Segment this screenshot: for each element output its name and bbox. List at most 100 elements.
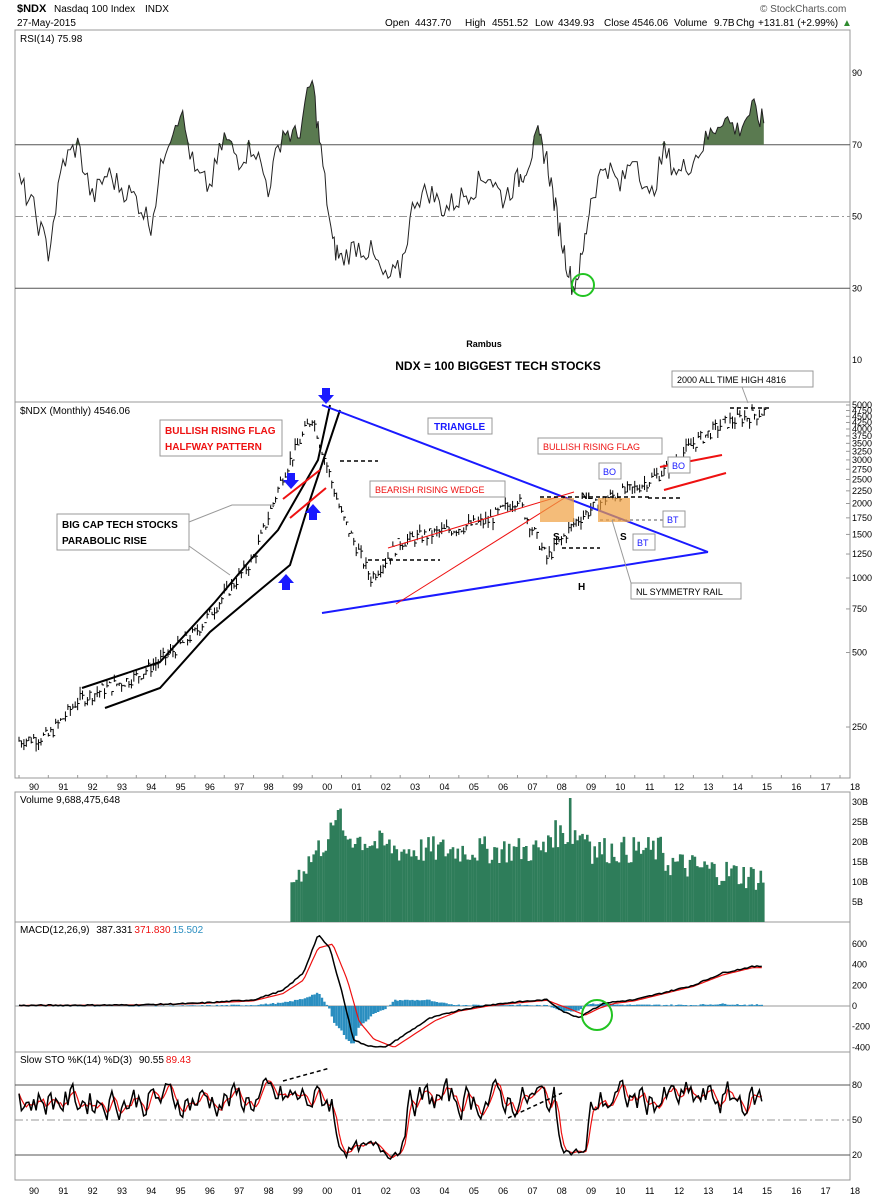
macd-tick-label: -200 bbox=[852, 1022, 870, 1032]
macd-histogram-bar bbox=[384, 1006, 387, 1010]
volume-bar bbox=[393, 845, 396, 922]
macd-histogram-bar bbox=[279, 1002, 282, 1006]
bo-label-1: BO bbox=[603, 467, 616, 477]
macd-histogram-bar bbox=[254, 1005, 258, 1006]
macd-histogram-bar bbox=[425, 999, 429, 1006]
volume-bar bbox=[713, 863, 716, 922]
shoulder-s-left: S bbox=[553, 532, 560, 543]
macd-panel-frame bbox=[14, 921, 851, 1053]
price-x-tick-label: 94 bbox=[146, 782, 156, 792]
macd-histogram-bar bbox=[399, 1000, 402, 1006]
macd-histogram-bar bbox=[440, 1002, 443, 1006]
macd-histogram-bar bbox=[369, 1006, 373, 1017]
macd-histogram-bar bbox=[418, 1000, 421, 1006]
volume-bar bbox=[429, 851, 433, 922]
macd-histogram-bar bbox=[565, 1006, 568, 1011]
macd-histogram-bar bbox=[662, 1005, 666, 1006]
macd-histogram-bar bbox=[438, 1002, 441, 1006]
volume-bar bbox=[451, 847, 455, 922]
change-value: +131.81 (+2.99%) bbox=[758, 18, 838, 29]
macd-histogram-bar bbox=[181, 1005, 184, 1006]
macd-histogram-bar bbox=[252, 1005, 255, 1006]
volume-bar bbox=[608, 863, 611, 922]
macd-histogram-bar bbox=[340, 1006, 343, 1031]
macd-histogram-bar bbox=[596, 1004, 600, 1006]
volume-bar bbox=[441, 839, 445, 922]
chart-title: NDX = 100 BIGGEST TECH STOCKS bbox=[395, 359, 601, 373]
rsi-oversold-circle bbox=[571, 273, 595, 297]
sto-x-tick-label: 96 bbox=[205, 1186, 215, 1196]
macd-histogram-bar bbox=[516, 1004, 519, 1006]
macd-histogram-bar bbox=[359, 1006, 363, 1026]
macd-histogram-bar bbox=[736, 1004, 739, 1006]
volume-legend: Volume 9,688,475,648 bbox=[20, 795, 121, 806]
macd-histogram-bar bbox=[733, 1004, 737, 1006]
sto-x-tick-label: 92 bbox=[88, 1186, 98, 1196]
sto-x-tick-label: 98 bbox=[264, 1186, 274, 1196]
volume-bar bbox=[571, 843, 574, 922]
nl-rail-label: NL SYMMETRY RAIL bbox=[636, 587, 723, 597]
macd-histogram-bar bbox=[247, 1005, 250, 1006]
volume-bar bbox=[703, 861, 706, 922]
volume-bar bbox=[581, 833, 584, 922]
volume-bar bbox=[615, 861, 618, 922]
macd-histogram-bar bbox=[677, 1004, 680, 1006]
sto-x-tick-label: 97 bbox=[234, 1186, 244, 1196]
volume-bar bbox=[698, 867, 701, 922]
volume-bar bbox=[556, 847, 560, 922]
macd-histogram-bar bbox=[518, 1004, 522, 1006]
macd-histogram-bar bbox=[205, 1005, 209, 1006]
price-tick-label: 1250 bbox=[852, 549, 872, 559]
volume-bar bbox=[686, 876, 689, 922]
volume-bar bbox=[647, 837, 650, 922]
macd-histogram-bar bbox=[215, 1004, 219, 1006]
volume-bar bbox=[688, 859, 692, 922]
volume-bar bbox=[642, 850, 645, 922]
macd-histogram-bar bbox=[587, 1004, 590, 1006]
macd-histogram-bar bbox=[709, 1004, 712, 1006]
macd-histogram-bar bbox=[232, 1004, 236, 1006]
price-tick-label: 750 bbox=[852, 604, 867, 614]
flag-lower-line bbox=[289, 487, 327, 519]
macd-histogram-bar bbox=[640, 1004, 644, 1006]
macd-histogram-bar bbox=[188, 1005, 192, 1006]
nl-rail-box bbox=[630, 582, 742, 600]
macd-histogram-bar bbox=[435, 1002, 438, 1006]
macd-histogram-bar bbox=[355, 1006, 358, 1036]
volume-bar bbox=[483, 836, 486, 922]
macd-histogram-bar bbox=[284, 1001, 287, 1006]
rsi-axis: 90 70 50 30 10 bbox=[15, 68, 862, 365]
volume-bar bbox=[363, 843, 367, 922]
volume-bar bbox=[522, 847, 526, 922]
macd-histogram-bar bbox=[198, 1005, 201, 1006]
macd-histogram-bar bbox=[276, 1002, 280, 1006]
macd-histogram-bar bbox=[535, 1004, 539, 1006]
open-value: 4437.70 bbox=[415, 18, 452, 29]
rsi-overbought-fill bbox=[19, 80, 764, 145]
price-tick-label: 2000 bbox=[852, 498, 872, 508]
volume-bar bbox=[424, 847, 428, 922]
macd-histogram-bar bbox=[308, 996, 311, 1006]
volume-bar bbox=[461, 845, 464, 922]
volume-bar bbox=[373, 841, 377, 922]
price-x-tick-label: 12 bbox=[674, 782, 684, 792]
change-label: Chg bbox=[736, 18, 754, 29]
high-label: High bbox=[465, 18, 486, 29]
price-x-tick-label: 08 bbox=[557, 782, 567, 792]
volume-bar bbox=[495, 847, 499, 922]
price-tick-label: 2750 bbox=[852, 464, 872, 474]
sto-x-tick-label: 14 bbox=[733, 1186, 743, 1196]
macd-histogram-bar bbox=[628, 1004, 632, 1006]
price-panel: $NDX (Monthly) 4546.06 50004750450042504… bbox=[18, 370, 872, 792]
macd-histogram-bar bbox=[147, 1005, 150, 1006]
volume-bar bbox=[361, 850, 364, 922]
volume-bar bbox=[385, 843, 389, 922]
sto-x-tick-label: 00 bbox=[322, 1186, 332, 1196]
price-x-tick-label: 01 bbox=[352, 782, 362, 792]
volume-bar bbox=[505, 862, 508, 922]
macd-histogram-bar bbox=[719, 1004, 722, 1006]
volume-bar bbox=[346, 839, 350, 922]
sto-x-tick-label: 91 bbox=[58, 1186, 68, 1196]
volume-bar bbox=[454, 858, 457, 922]
macd-histogram-bar bbox=[301, 999, 304, 1006]
